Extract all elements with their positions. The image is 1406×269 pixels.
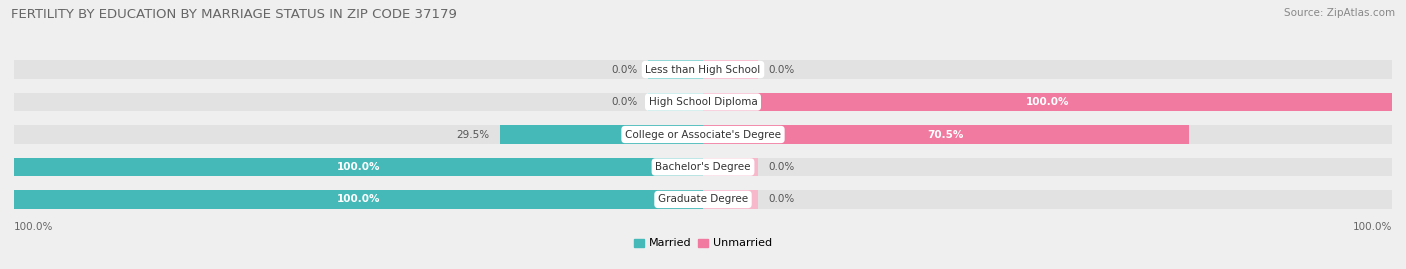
Text: 29.5%: 29.5% (457, 129, 489, 140)
Text: 100.0%: 100.0% (14, 222, 53, 232)
Text: Less than High School: Less than High School (645, 65, 761, 75)
Text: 100.0%: 100.0% (337, 194, 380, 204)
Text: 0.0%: 0.0% (769, 162, 794, 172)
Bar (14, 158, 1392, 176)
Text: College or Associate's Degree: College or Associate's Degree (626, 129, 780, 140)
Bar (703, 158, 758, 176)
Bar (14, 93, 1392, 111)
Legend: Married, Unmarried: Married, Unmarried (630, 234, 776, 253)
Bar (14, 190, 1392, 209)
Bar (703, 93, 1392, 111)
Bar (499, 125, 703, 144)
Bar (14, 158, 703, 176)
Text: 100.0%: 100.0% (337, 162, 380, 172)
Text: 70.5%: 70.5% (928, 129, 965, 140)
Text: 0.0%: 0.0% (769, 65, 794, 75)
Bar (14, 190, 703, 209)
Text: High School Diploma: High School Diploma (648, 97, 758, 107)
Bar (703, 190, 758, 209)
Text: Source: ZipAtlas.com: Source: ZipAtlas.com (1284, 8, 1395, 18)
Text: 0.0%: 0.0% (612, 97, 637, 107)
Bar (703, 125, 1188, 144)
Text: 100.0%: 100.0% (1353, 222, 1392, 232)
Bar (648, 60, 703, 79)
Text: 100.0%: 100.0% (1026, 97, 1069, 107)
Bar (14, 125, 1392, 144)
Text: Bachelor's Degree: Bachelor's Degree (655, 162, 751, 172)
Text: 0.0%: 0.0% (612, 65, 637, 75)
Text: 0.0%: 0.0% (769, 194, 794, 204)
Text: Graduate Degree: Graduate Degree (658, 194, 748, 204)
Bar (14, 60, 1392, 79)
Bar (703, 60, 758, 79)
Text: FERTILITY BY EDUCATION BY MARRIAGE STATUS IN ZIP CODE 37179: FERTILITY BY EDUCATION BY MARRIAGE STATU… (11, 8, 457, 21)
Bar (648, 93, 703, 111)
